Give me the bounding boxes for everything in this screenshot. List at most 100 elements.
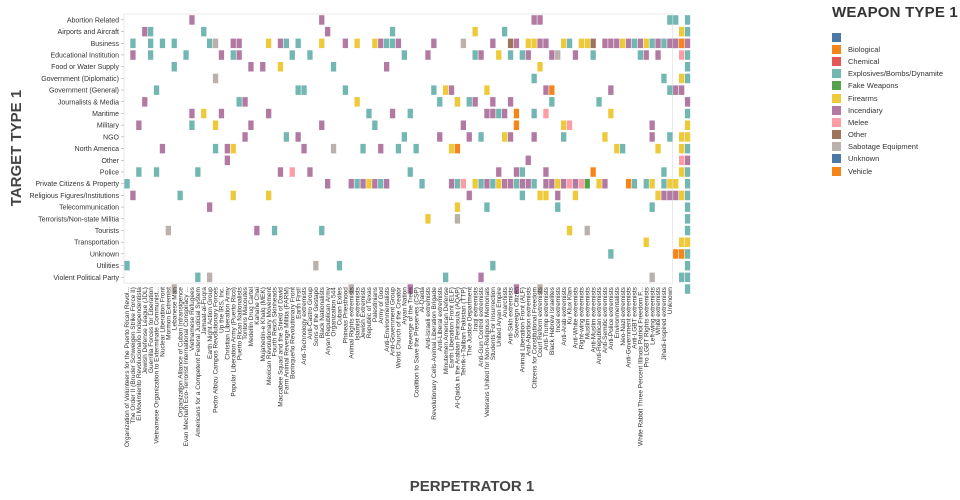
heatmap-cell <box>684 62 691 72</box>
legend-item: Vehicle <box>832 165 958 177</box>
x-tick-label: Fourth Reich Skinheads <box>272 286 279 356</box>
x-tick-label: Up the IRS, Inc. <box>219 287 226 333</box>
heatmap-cell <box>543 108 549 119</box>
heatmap-cell <box>260 62 266 72</box>
heatmap-cell <box>531 73 537 84</box>
heatmap-cell <box>189 120 195 130</box>
x-tick-label: Jamaat-al-Fuqra <box>201 287 208 335</box>
heatmap-cell <box>195 272 201 283</box>
heatmap-cell <box>466 190 472 201</box>
heatmap-cell <box>673 179 679 189</box>
heatmap-cell <box>153 85 160 95</box>
x-tick-label: Popular Liberation Army (Puerto Rico) <box>230 287 237 396</box>
heatmap-cell <box>673 85 679 95</box>
heatmap-cell <box>525 38 531 49</box>
heatmap-cell <box>684 143 691 154</box>
heatmap-cell <box>448 85 455 95</box>
heatmap-cell <box>183 50 189 60</box>
x-tick-label: Mexican Revolutionary Movement <box>266 287 273 385</box>
x-tick-label: Anti-Abortion extremists <box>525 286 532 356</box>
legend-label: Other <box>848 130 867 140</box>
heatmap-cell <box>679 237 685 247</box>
x-tick-label: Anti-Liberal extremists <box>437 286 444 351</box>
heatmap-cell <box>218 108 225 119</box>
heatmap-cell <box>643 179 649 189</box>
heatmap-cell <box>319 15 325 25</box>
legend-swatch <box>832 44 841 54</box>
y-tick-labels: Abortion Related Airports and Aircraft Bus… <box>30 17 124 282</box>
heatmap-cell <box>625 38 632 49</box>
heatmap-cell <box>578 179 584 189</box>
heatmap-cell <box>537 62 543 72</box>
y-tick-label: Other <box>101 158 119 165</box>
heatmap-cell <box>271 225 278 236</box>
heatmap-cell <box>513 179 520 189</box>
x-tick-label: Pro LGBT Rights extremists <box>643 286 650 367</box>
heatmap-cell <box>667 179 673 189</box>
x-tick-label: Sons of the Gestapo <box>313 287 320 347</box>
heatmap-cell <box>401 50 407 60</box>
heatmap-cell <box>301 85 307 95</box>
heatmap-cell <box>460 179 466 189</box>
heatmap-cell <box>555 202 561 212</box>
heatmap-cell <box>684 132 691 142</box>
heatmap-cell <box>525 155 531 166</box>
heatmap-cell <box>454 214 461 224</box>
heatmap-cell <box>454 202 461 212</box>
heatmap-cell <box>679 190 685 201</box>
heatmap-cell <box>454 143 461 154</box>
heatmap-cell <box>389 108 396 119</box>
heatmap-cell <box>679 167 685 177</box>
heatmap-cell <box>277 167 284 177</box>
x-tick-label: Farm Animal Revenge Militia (FARM) <box>283 287 290 394</box>
x-tick-label: Jewish Defense League (JDL) <box>142 287 149 374</box>
heatmap-cell <box>684 38 691 49</box>
heatmap-cell <box>212 38 219 49</box>
heatmap-cell <box>189 108 195 119</box>
heatmap-cell <box>679 272 685 283</box>
x-tick-label: Revolutionary Cells-Animal Liberation Br… <box>431 287 438 420</box>
x-tick-label: The Order II (Bruder Schweigen Strike Fo… <box>130 287 137 424</box>
heatmap-cell <box>295 38 301 49</box>
heatmap-cell <box>684 225 691 236</box>
heatmap-cell <box>171 284 177 294</box>
y-tick-label: Police <box>100 169 119 176</box>
heatmap-cell <box>472 26 478 37</box>
y-tick-label: Maritime <box>92 111 119 118</box>
x-tick-label: Evan Mecham Eco-Terrorist International … <box>183 287 190 447</box>
heatmap-cell <box>566 179 573 189</box>
heatmap-cell <box>572 190 579 201</box>
heatmap-cell <box>596 97 602 107</box>
heatmap-cell <box>684 50 691 60</box>
x-tick-label: Anti-Government extremists <box>626 286 633 367</box>
heatmap-cell <box>572 50 579 60</box>
heatmap-cell <box>448 143 455 154</box>
heatmap-cell <box>673 15 679 25</box>
x-tick-label: Animal Liberation Front (ALF) <box>519 287 526 372</box>
x-tick-label: Puerto Rican Nationalists <box>236 286 243 360</box>
heatmap-cell <box>684 260 691 271</box>
heatmap-cell <box>513 38 520 49</box>
x-tick-label: Anti-Government Group <box>390 287 397 356</box>
heatmap-cell <box>189 15 195 25</box>
y-tick-label: NGO <box>103 134 120 141</box>
heatmap-cell <box>484 202 490 212</box>
heatmap-cell <box>578 38 584 49</box>
heatmap-cell <box>460 38 466 49</box>
heatmap-cell <box>266 190 272 201</box>
heatmap-cell <box>543 38 549 49</box>
heatmap-cell <box>130 50 136 60</box>
heatmap-cell <box>130 190 136 201</box>
x-tick-label: Black Nationalists <box>319 286 326 338</box>
heatmap-cell <box>419 179 425 189</box>
x-tick-label: Minutemen American Defense <box>443 287 450 374</box>
x-tick-label: Anti-Muslim extremists <box>590 286 597 352</box>
heatmap-cell <box>277 38 284 49</box>
heatmap-cell <box>667 190 673 201</box>
legend-item: Incendiary <box>832 104 958 116</box>
legend-item: Melee <box>832 116 958 128</box>
legend-item: Firearms <box>832 92 958 104</box>
x-tick-label: Sovereign Citizen <box>514 287 521 338</box>
heatmap-cell <box>596 179 602 189</box>
heatmap-cell <box>502 132 508 142</box>
